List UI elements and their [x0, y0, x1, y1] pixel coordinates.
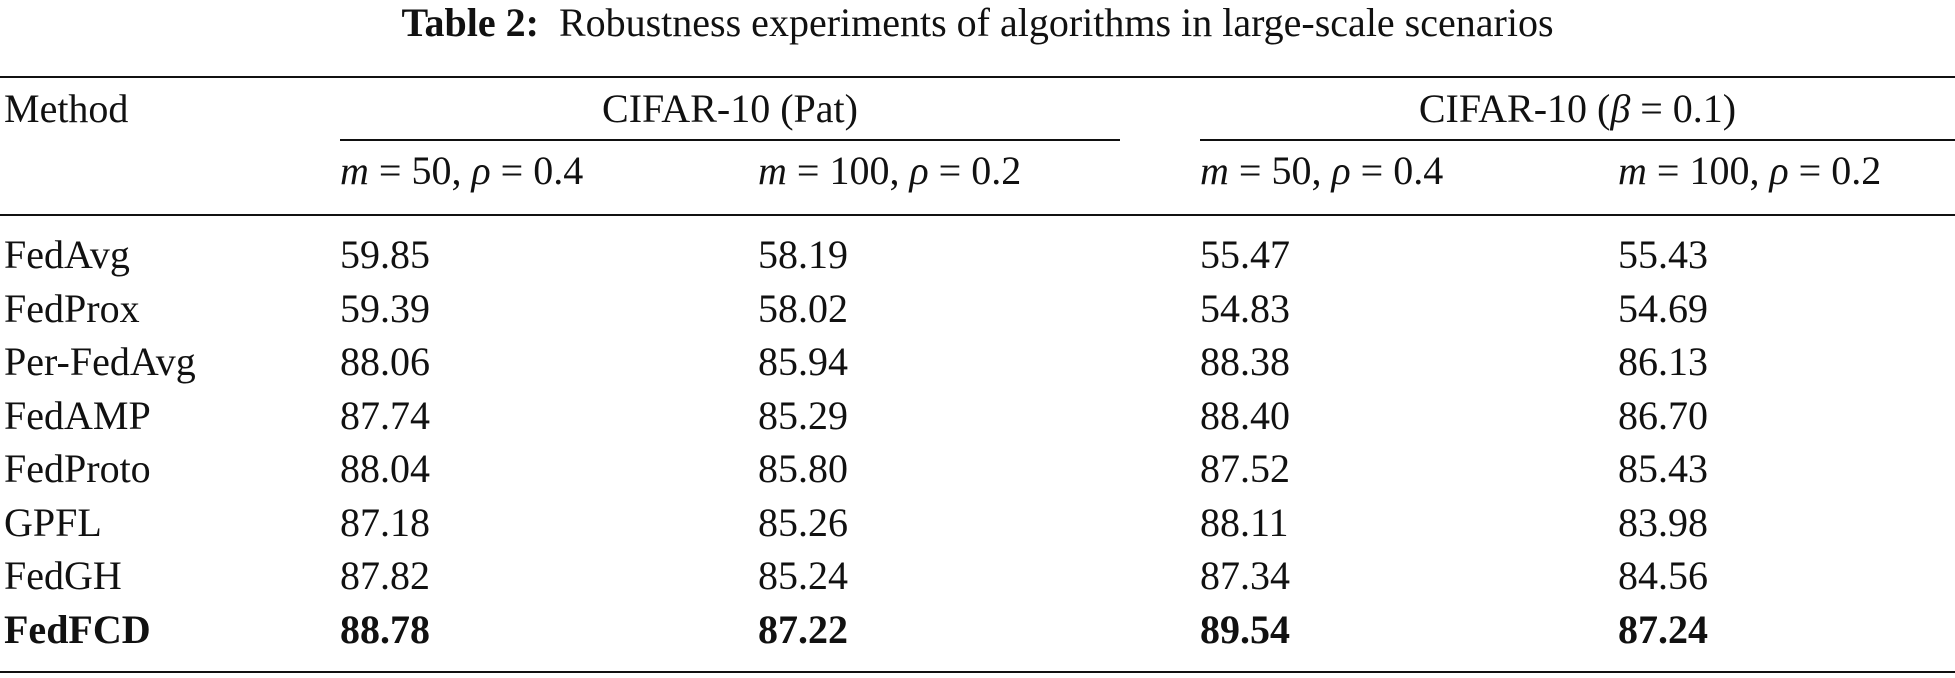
row-value: 83.98	[1618, 499, 1708, 545]
subcol-header-4: m = 100, ρ = 0.2	[1618, 148, 1882, 193]
row-value: 87.34	[1200, 553, 1290, 598]
row-value: 88.06	[340, 339, 430, 384]
row-value: 58.02	[758, 285, 848, 331]
row-value: 59.85	[340, 232, 430, 277]
bottom-rule	[0, 671, 1955, 673]
row-value: 88.04	[340, 446, 430, 491]
row-method: FedProto	[4, 446, 151, 491]
header-group-cifar10-pat: CIFAR-10 (Pat)	[340, 86, 1120, 132]
row-method: FedProx	[4, 285, 140, 331]
row-value: 87.24	[1618, 606, 1708, 652]
row-method: FedAMP	[4, 392, 151, 438]
subcol-header-2: m = 100, ρ = 0.2	[758, 148, 1022, 193]
header-group-text: CIFAR-10 (Pat)	[602, 86, 858, 131]
row-value: 88.40	[1200, 392, 1290, 438]
row-value: 85.26	[758, 499, 848, 545]
subcol-header-1: m = 50, ρ = 0.4	[340, 148, 584, 193]
subcol-header-3: m = 50, ρ = 0.4	[1200, 148, 1444, 193]
row-value: 84.56	[1618, 553, 1708, 598]
row-value: 54.69	[1618, 285, 1708, 331]
row-method: FedFCD	[4, 606, 151, 652]
header-group-text: CIFAR-10 (	[1418, 86, 1611, 131]
row-value: 54.83	[1200, 285, 1290, 331]
row-value: 85.94	[758, 339, 848, 384]
beta-symbol: β	[1610, 86, 1631, 131]
row-value: 85.29	[758, 392, 848, 438]
header-method: Method	[4, 86, 129, 131]
row-value: 88.78	[340, 606, 430, 652]
row-value: 89.54	[1200, 606, 1290, 652]
header-group-text-post: = 0.1)	[1630, 86, 1737, 131]
caption-text: Robustness experiments of algorithms in …	[558, 0, 1554, 45]
row-value: 88.11	[1200, 499, 1289, 545]
group-rule-pat	[340, 139, 1120, 141]
row-value: 86.13	[1618, 339, 1708, 384]
mid-rule	[0, 214, 1955, 216]
header-group-cifar10-beta: CIFAR-10 (β = 0.1)	[1200, 86, 1955, 132]
top-rule	[0, 76, 1955, 78]
row-value: 86.70	[1618, 392, 1708, 438]
row-method: FedAvg	[4, 232, 130, 277]
row-value: 87.74	[340, 392, 430, 438]
row-method: FedGH	[4, 553, 122, 598]
row-value: 87.18	[340, 499, 430, 545]
row-value: 59.39	[340, 285, 430, 331]
row-value: 87.82	[340, 553, 430, 598]
caption-label: Table 2:	[401, 0, 539, 45]
row-value: 88.38	[1200, 339, 1290, 384]
row-value: 87.52	[1200, 446, 1290, 491]
row-value: 85.24	[758, 553, 848, 598]
row-value: 55.47	[1200, 232, 1290, 277]
row-method: Per-FedAvg	[4, 339, 196, 384]
row-value: 58.19	[758, 232, 848, 277]
row-value: 85.80	[758, 446, 848, 491]
row-value: 85.43	[1618, 446, 1708, 491]
row-value: 55.43	[1618, 232, 1708, 277]
row-value: 87.22	[758, 606, 848, 652]
row-method: GPFL	[4, 499, 102, 545]
table-caption: Table 2: Robustness experiments of algor…	[0, 0, 1955, 46]
group-rule-beta	[1200, 139, 1955, 141]
